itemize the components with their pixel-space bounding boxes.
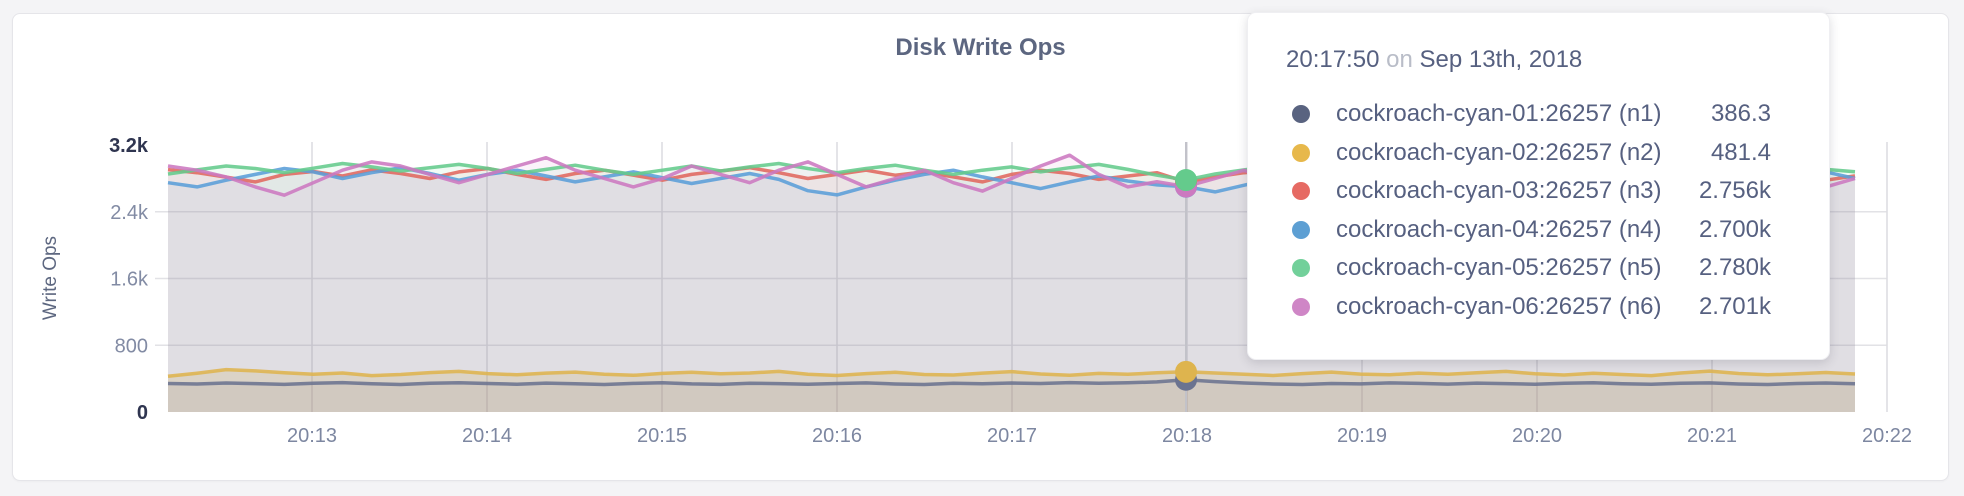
tooltip-series-name: cockroach-cyan-01:26257 (n1) [1336, 100, 1662, 128]
tooltip-on-word: on [1386, 46, 1413, 73]
x-axis-tick-label: 20:16 [812, 425, 862, 447]
x-axis-tick-label: 20:14 [462, 425, 512, 447]
tooltip-series-value: 481.4 [1710, 138, 1771, 166]
x-axis-tick-label: 20:21 [1687, 425, 1737, 447]
tooltip-series-name: cockroach-cyan-05:26257 (n5) [1336, 254, 1662, 282]
y-axis-tick-label: 800 [115, 335, 148, 357]
tooltip-series-value: 386.3 [1710, 100, 1771, 128]
series-line-n1 [167, 378, 1856, 387]
series-color-dot-icon [1292, 143, 1310, 162]
tooltip-series-value: 2.700k [1698, 215, 1771, 243]
series-area-n1 [168, 379, 1855, 412]
tooltip-row-n3: cockroach-cyan-03:26257 (n3) 2.756k [1286, 172, 1771, 211]
tooltip-series-name: cockroach-cyan-06:26257 (n6) [1336, 292, 1662, 320]
x-axis-tick-label: 20:19 [1337, 425, 1387, 447]
tooltip-series-value: 2.756k [1698, 177, 1771, 205]
tooltip-rows: cockroach-cyan-01:26257 (n1) 386.3 cockroa… [1286, 95, 1771, 326]
tooltip-time: 20:17:50 [1286, 46, 1380, 73]
tooltip-date: Sep 13th, 2018 [1419, 46, 1583, 73]
series-color-dot-icon [1292, 259, 1310, 278]
tooltip-row-n5: cockroach-cyan-05:26257 (n5) 2.780k [1286, 249, 1771, 288]
x-axis-tick-label: 20:18 [1162, 425, 1212, 447]
x-axis-tick-label: 20:13 [287, 425, 337, 447]
tooltip-row-n4: cockroach-cyan-04:26257 (n4) 2.700k [1286, 211, 1771, 250]
series-color-dot-icon [1292, 220, 1310, 239]
y-axis-tick-label: 2.4k [110, 202, 149, 224]
hover-guideline-and-points [1175, 142, 1198, 412]
x-axis-tick-label: 20:15 [637, 425, 687, 447]
tooltip-series-value: 2.701k [1698, 292, 1771, 320]
series-area-n2 [168, 369, 1855, 412]
hover-point-n5 [1175, 169, 1198, 192]
x-axis-tick-label: 20:20 [1512, 425, 1562, 447]
tooltip-header: 20:17:50 on Sep 13th, 2018 [1286, 43, 1771, 77]
tooltip-series-value: 2.780k [1698, 254, 1771, 282]
hover-point-n2 [1175, 360, 1198, 383]
y-axis-tick-label: 1.6k [110, 269, 149, 291]
y-axis-tick-label: 3.2k [109, 135, 149, 157]
x-axis-tick-label: 20:17 [987, 425, 1037, 447]
series-color-dot-icon [1292, 105, 1310, 124]
y-axis-title: Write Ops [40, 236, 61, 320]
series-line-n2 [167, 367, 1856, 379]
tooltip-row-n2: cockroach-cyan-02:26257 (n2) 481.4 [1286, 134, 1771, 173]
series-color-dot-icon [1292, 182, 1310, 201]
tooltip-series-name: cockroach-cyan-04:26257 (n4) [1336, 215, 1662, 243]
y-axis-tick-label: 0 [137, 402, 148, 424]
axis-labels: 3.2k 2.4k 1.6k 800 0 20:13 20:14 20:15 20:16 20:1… [40, 135, 1912, 447]
x-axis-tick-label: 20:22 [1862, 425, 1912, 447]
series-color-dot-icon [1292, 297, 1310, 316]
tooltip-series-name: cockroach-cyan-03:26257 (n3) [1336, 177, 1662, 205]
chart-title: Disk Write Ops [895, 34, 1066, 61]
tooltip-row-n1: cockroach-cyan-01:26257 (n1) 386.3 [1286, 95, 1771, 134]
tooltip-row-n6: cockroach-cyan-06:26257 (n6) 2.701k [1286, 288, 1771, 327]
tooltip-series-name: cockroach-cyan-02:26257 (n2) [1336, 138, 1662, 166]
hover-tooltip: 20:17:50 on Sep 13th, 2018 cockroach-cya… [1247, 12, 1830, 360]
